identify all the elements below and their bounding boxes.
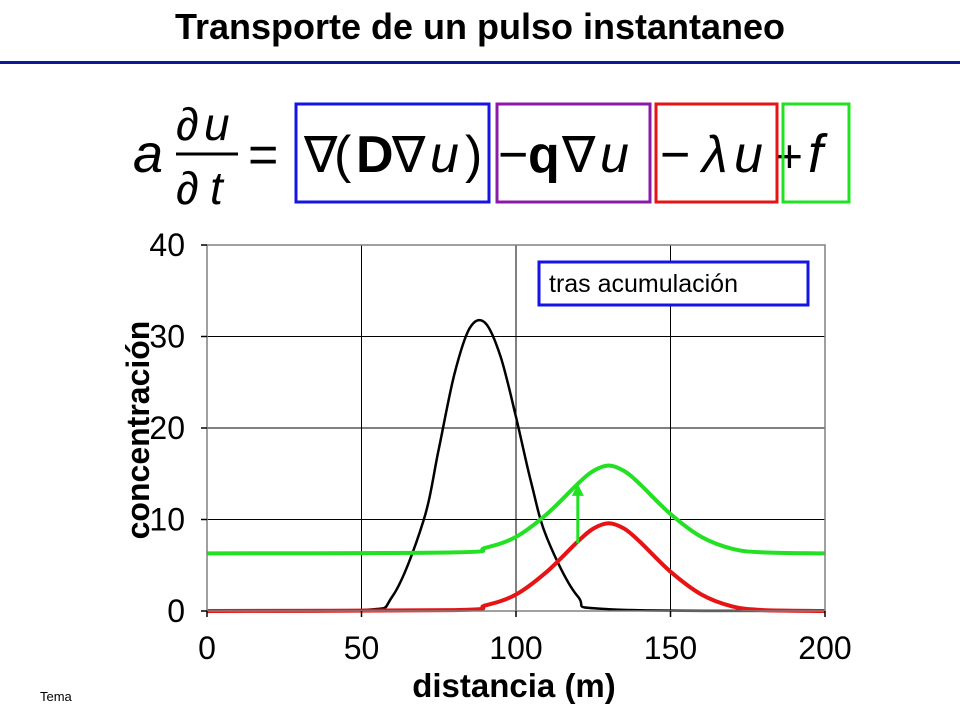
eq-u-2: u	[600, 126, 629, 184]
eq-box-diffusion	[294, 102, 491, 204]
series-line-red	[206, 521, 826, 613]
eq-u-3: u	[734, 126, 763, 184]
x-tick-label: 50	[344, 630, 380, 666]
eq-q: q	[528, 126, 560, 184]
eq-t-bottom: t	[210, 162, 225, 214]
y-tick-label: 0	[167, 593, 185, 629]
y-tick-label: 40	[149, 227, 185, 263]
y-tick-label: 10	[149, 502, 185, 538]
y-axis-label: concentración	[120, 321, 156, 540]
eq-coef-a: a	[133, 124, 163, 184]
eq-plus: +	[776, 130, 803, 182]
equation: a ∂ u ∂ t = ∇ ( D ∇ u ) − q ∇ u − λ u + …	[133, 98, 851, 214]
footer-label: Tema	[40, 689, 72, 704]
eq-D: D	[356, 126, 394, 184]
eq-lambda: λ	[699, 126, 728, 184]
x-tick-label: 0	[198, 630, 216, 666]
eq-rparen: )	[465, 126, 482, 184]
series-line-green	[206, 463, 826, 556]
eq-f: f	[808, 124, 828, 184]
annotation-box	[537, 260, 810, 307]
accumulation-arrow-head	[571, 483, 584, 496]
eq-minus-1: −	[498, 126, 528, 184]
x-axis-label: distancia (m)	[412, 667, 616, 704]
eq-u-1: u	[430, 126, 459, 184]
eq-equals: =	[248, 126, 278, 184]
slide-title: Transporte de un pulso instantaneo	[174, 6, 786, 47]
x-tick-label: 100	[489, 630, 542, 666]
eq-nabla-2: ∇	[391, 127, 426, 183]
series-line-black	[206, 318, 826, 613]
eq-partial-bottom: ∂	[176, 162, 199, 214]
eq-box-advection	[495, 102, 652, 204]
eq-u-top: u	[204, 98, 230, 150]
x-tick-label: 150	[644, 630, 697, 666]
y-tick-label: 30	[149, 319, 185, 355]
eq-lparen: (	[334, 126, 352, 184]
eq-nabla-3: ∇	[561, 127, 596, 183]
eq-box-decay	[654, 102, 779, 204]
annotation-text: tras acumulación	[549, 270, 738, 298]
x-tick-label: 200	[798, 630, 851, 666]
eq-partial-top: ∂	[176, 98, 199, 150]
eq-nabla-1: ∇	[303, 127, 338, 183]
eq-minus-2: −	[660, 126, 690, 184]
title-rule	[0, 61, 960, 64]
y-tick-label: 20	[149, 410, 185, 446]
eq-box-source	[781, 102, 851, 204]
